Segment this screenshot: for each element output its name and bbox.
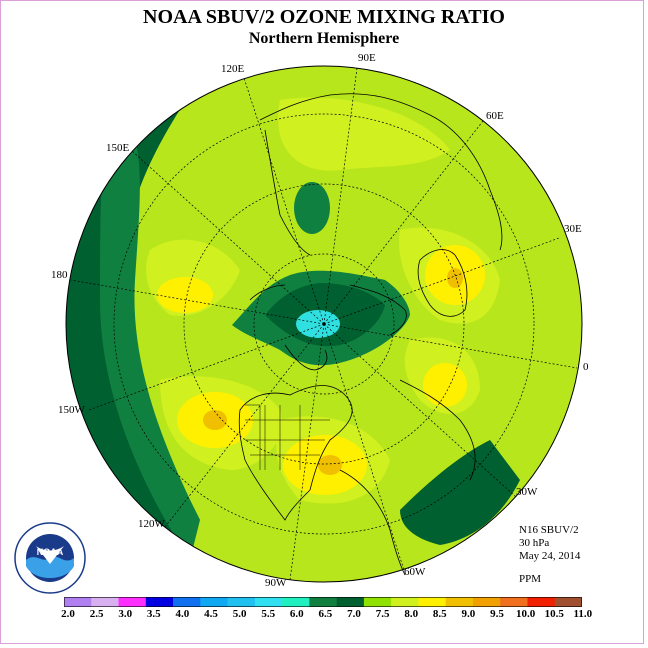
- color-scale-swatch: [227, 597, 256, 607]
- color-scale-swatch: [363, 597, 392, 607]
- color-scale-swatch: [64, 597, 92, 607]
- color-scale-tick-label: 5.5: [261, 608, 276, 620]
- contour-7-southeast: [400, 440, 520, 545]
- lon-label-150w: 150W: [58, 404, 86, 416]
- color-scale-swatch: [472, 597, 501, 607]
- color-scale-tick-label: 8.0: [404, 608, 419, 620]
- color-scale-tick-label: 9.0: [461, 608, 476, 620]
- lon-label-30e: 30E: [564, 223, 582, 235]
- lon-label-180: 180: [51, 269, 68, 281]
- color-scale-tick-label: 11.0: [573, 608, 593, 620]
- color-scale-tick-label: 8.5: [432, 608, 447, 620]
- color-scale-tick-label: 7.0: [347, 608, 361, 620]
- lon-label-60w: 60W: [404, 566, 426, 578]
- lon-label-90w: 90W: [265, 577, 287, 589]
- instrument-label: N16 SBUV/2: [519, 524, 579, 536]
- level-label: 30 hPa: [519, 537, 550, 549]
- noaa-logo: NOAA: [14, 522, 86, 594]
- color-scale-tick-label: 2.0: [61, 608, 75, 620]
- color-scale-swatch: [527, 597, 556, 607]
- color-scale-tick-label: 4.5: [204, 608, 218, 620]
- map-subtitle: Northern Hemisphere: [248, 30, 400, 47]
- color-scale-tick-label: 2.5: [89, 608, 104, 620]
- color-scale-swatch: [91, 597, 119, 607]
- lon-label-90e: 90E: [358, 52, 376, 64]
- color-scale-bar: [64, 597, 582, 607]
- color-scale-swatch: [254, 597, 283, 607]
- color-scale-swatch: [418, 597, 446, 607]
- lon-label-120e: 120E: [221, 63, 245, 75]
- color-scale-swatch: [336, 597, 365, 607]
- contour-6-polar-minimum: [296, 310, 340, 338]
- graticule: [70, 67, 578, 581]
- color-scale-tick-label: 10.0: [515, 608, 536, 620]
- color-scale-swatch: [282, 597, 310, 607]
- noaa-logo-text: NOAA: [37, 547, 64, 557]
- coastlines: [238, 93, 503, 576]
- map-title: NOAA SBUV/2 OZONE MIXING RATIO: [143, 6, 505, 28]
- lon-label-120w: 120W: [138, 518, 166, 530]
- color-scale-swatch: [391, 597, 419, 607]
- color-scale-tick-label: 9.5: [490, 608, 504, 620]
- color-scale-swatch: [554, 597, 582, 607]
- ozone-field: [66, 66, 582, 582]
- color-scale-tick-label: 6.0: [289, 608, 304, 620]
- color-scale-tick-label: 5.0: [232, 608, 247, 620]
- lon-label-0: 0: [583, 361, 589, 373]
- color-scale-tick-label: 6.5: [318, 608, 333, 620]
- color-scale-tick-label: 3.0: [118, 608, 133, 620]
- color-scale-swatch: [145, 597, 174, 607]
- lon-label-30w: 30W: [516, 486, 538, 498]
- color-scale-swatch: [118, 597, 147, 607]
- color-scale-tick-label: 4.0: [175, 608, 190, 620]
- units-label: PPM: [519, 573, 542, 585]
- color-scale-tick-label: 3.5: [146, 608, 161, 620]
- color-scale-swatch: [173, 597, 201, 607]
- lon-label-150e: 150E: [106, 142, 130, 154]
- lon-label-60e: 60E: [486, 110, 504, 122]
- color-scale-swatch: [500, 597, 528, 607]
- color-scale-swatch: [309, 597, 337, 607]
- date-label: May 24, 2014: [519, 550, 581, 562]
- map-boundary: [65, 65, 583, 583]
- color-scale-tick-label: 7.5: [375, 608, 390, 620]
- color-scale-tick-label: 10.5: [544, 608, 564, 620]
- color-scale-swatch: [445, 597, 474, 607]
- color-scale-swatch: [200, 597, 228, 607]
